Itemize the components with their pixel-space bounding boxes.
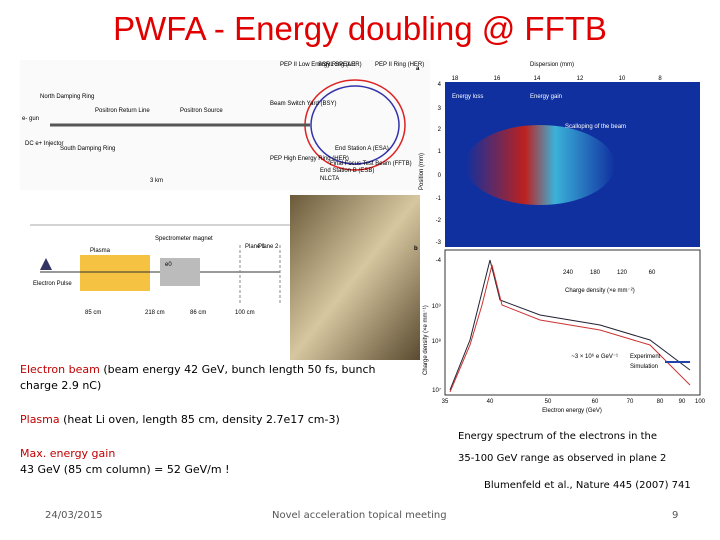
caption-line: Energy spectrum of the electrons in the bbox=[458, 431, 658, 442]
caption: Energy spectrum of the electrons in the 3… bbox=[458, 426, 666, 470]
figure-label: North Damping Ring bbox=[40, 94, 94, 100]
tick-label: 40 bbox=[487, 399, 494, 405]
reference: Blumenfeld et al., Nature 445 (2007) 741 bbox=[484, 480, 691, 491]
tick-label: -3 bbox=[436, 240, 442, 246]
heatmap bbox=[465, 125, 615, 205]
figure-label: South Damping Ring bbox=[60, 146, 115, 152]
figure-label: 100 cm bbox=[235, 310, 255, 316]
tick-label: -1 bbox=[436, 196, 442, 202]
tick-label: 60 bbox=[592, 399, 599, 405]
footer-date: 24/03/2015 bbox=[45, 510, 103, 521]
axis-label: Position (mm) bbox=[419, 153, 425, 190]
figure-label: e0 bbox=[165, 262, 172, 268]
bullet-text: (beam energy 42 GeV, bunch length 50 fs,… bbox=[20, 363, 376, 392]
tick-label: -2 bbox=[436, 218, 442, 224]
ring bbox=[310, 85, 400, 165]
tick-label: 120 bbox=[617, 270, 628, 276]
legend-entry: Simulation bbox=[630, 364, 658, 370]
caption-line: 35-100 GeV range as observed in plane 2 bbox=[458, 453, 667, 464]
simulation-line bbox=[449, 264, 691, 393]
bullet-label: Electron beam bbox=[20, 363, 100, 376]
electron-pulse bbox=[40, 258, 52, 270]
figure-label: DC e+ Injector bbox=[25, 141, 64, 147]
figure-label: SSRL SPEAR bbox=[318, 62, 356, 68]
figure-label: Spectrometer magnet bbox=[155, 236, 213, 242]
figure-label: Charge density (×e mm⁻²) bbox=[565, 288, 635, 294]
tick-label: 14 bbox=[534, 76, 541, 82]
plasma-cell bbox=[80, 255, 150, 291]
figure-label: End Station A (ESA) bbox=[335, 146, 389, 152]
tick-label: 10⁹ bbox=[432, 303, 442, 310]
tick-label: 10⁸ bbox=[432, 338, 442, 345]
figure-label: PEP II Ring (HER) bbox=[375, 62, 424, 68]
figure-label: Plane 2 bbox=[258, 244, 279, 250]
figure-label: PEP II Low Energy Ring (LER) bbox=[280, 62, 362, 68]
tick-label: 12 bbox=[577, 76, 584, 82]
slide-title: PWFA - Energy doubling @ FFTB bbox=[113, 10, 607, 47]
figure-label: e- gun bbox=[22, 116, 39, 122]
tick-label: 18 bbox=[452, 76, 459, 82]
tick-label: 80 bbox=[657, 399, 664, 405]
figure-label: Positron Return Line bbox=[95, 108, 150, 114]
figures: PEP II Low Energy Ring (LER)SSRL SPEAR PE… bbox=[20, 60, 706, 414]
figure-label: b bbox=[414, 246, 418, 252]
bullet: Max. energy gain 43 GeV (85 cm column) = … bbox=[20, 446, 390, 478]
tick-label: 3 bbox=[438, 106, 442, 112]
tick-label: 1 bbox=[438, 149, 442, 155]
tick-label: 2 bbox=[438, 127, 442, 133]
bullet: Electron beam (beam energy 42 GeV, bunch… bbox=[20, 362, 390, 394]
bullet-label: Max. energy gain bbox=[20, 447, 116, 460]
axis-label: Charge density (×e mm⁻¹) bbox=[423, 305, 429, 375]
figure-label: End Station B (ESB) bbox=[320, 168, 374, 174]
figure-label: Electron Pulse bbox=[33, 281, 72, 287]
tick-label: 4 bbox=[438, 82, 442, 88]
figure-label: Dispersion (mm) bbox=[530, 62, 574, 68]
tick-label: -4 bbox=[436, 258, 442, 264]
figure-label: Plane 1 bbox=[245, 244, 266, 250]
tick-label: 60 bbox=[649, 270, 656, 276]
figure-label: Plasma bbox=[90, 248, 111, 254]
annotation: Energy loss bbox=[452, 94, 483, 100]
figure-label: 85 cm bbox=[85, 310, 101, 316]
bullet-text: (heat Li oven, length 85 cm, density 2.7… bbox=[59, 413, 340, 426]
body-text: Electron beam (beam energy 42 GeV, bunch… bbox=[20, 362, 390, 496]
annotation: Energy gain bbox=[530, 94, 562, 100]
tick-label: 180 bbox=[590, 270, 601, 276]
figure-label: Final Focus Test Beam (FFTB) bbox=[330, 161, 412, 167]
tick-label: 90 bbox=[679, 399, 686, 405]
figure-label: PEP High Energy Ring (HER) bbox=[270, 156, 349, 162]
photo bbox=[290, 195, 420, 360]
spectrum-frame bbox=[444, 249, 701, 396]
tick-label: 240 bbox=[563, 270, 574, 276]
tick-label: 35 bbox=[442, 399, 449, 405]
tick-label: 100 bbox=[695, 399, 706, 405]
figure-label: 218 cm bbox=[145, 310, 165, 316]
magnet bbox=[160, 258, 200, 286]
axis-label: Electron energy (GeV) bbox=[542, 408, 602, 414]
tick-label: 8 bbox=[658, 76, 662, 82]
annotation: Scalloping of the beam bbox=[565, 124, 626, 130]
tick-label: 50 bbox=[545, 399, 552, 405]
page-number: 9 bbox=[672, 510, 679, 521]
figure-label: 3 km bbox=[150, 178, 163, 184]
legend-entry: Experiment bbox=[630, 354, 661, 360]
tick-label: 10⁷ bbox=[432, 387, 441, 394]
tick-label: 16 bbox=[494, 76, 501, 82]
figure-label: Positron Source bbox=[180, 108, 223, 114]
figure-label: NLCTA bbox=[320, 176, 339, 182]
figure-label: ~3 × 10⁶ e GeV⁻¹ bbox=[571, 353, 618, 360]
tick-label: 70 bbox=[627, 399, 634, 405]
figure-label: 86 cm bbox=[190, 310, 206, 316]
bullet: Plasma (heat Li oven, length 85 cm, dens… bbox=[20, 412, 390, 428]
tick-label: 10 bbox=[619, 76, 626, 82]
figure-label: Beam Switch Yard (BSY) bbox=[270, 101, 336, 107]
bullet-text: 43 GeV (85 cm column) = 52 GeV/m ! bbox=[20, 463, 230, 476]
experiment-line bbox=[449, 259, 691, 391]
tick-label: 0 bbox=[438, 173, 442, 179]
figure-label: a bbox=[416, 66, 420, 72]
bullet-label: Plasma bbox=[20, 413, 60, 426]
footer-title: Novel acceleration topical meeting bbox=[272, 510, 447, 521]
